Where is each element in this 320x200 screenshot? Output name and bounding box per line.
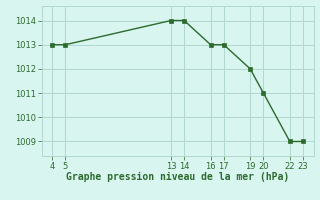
X-axis label: Graphe pression niveau de la mer (hPa): Graphe pression niveau de la mer (hPa) <box>66 172 289 182</box>
